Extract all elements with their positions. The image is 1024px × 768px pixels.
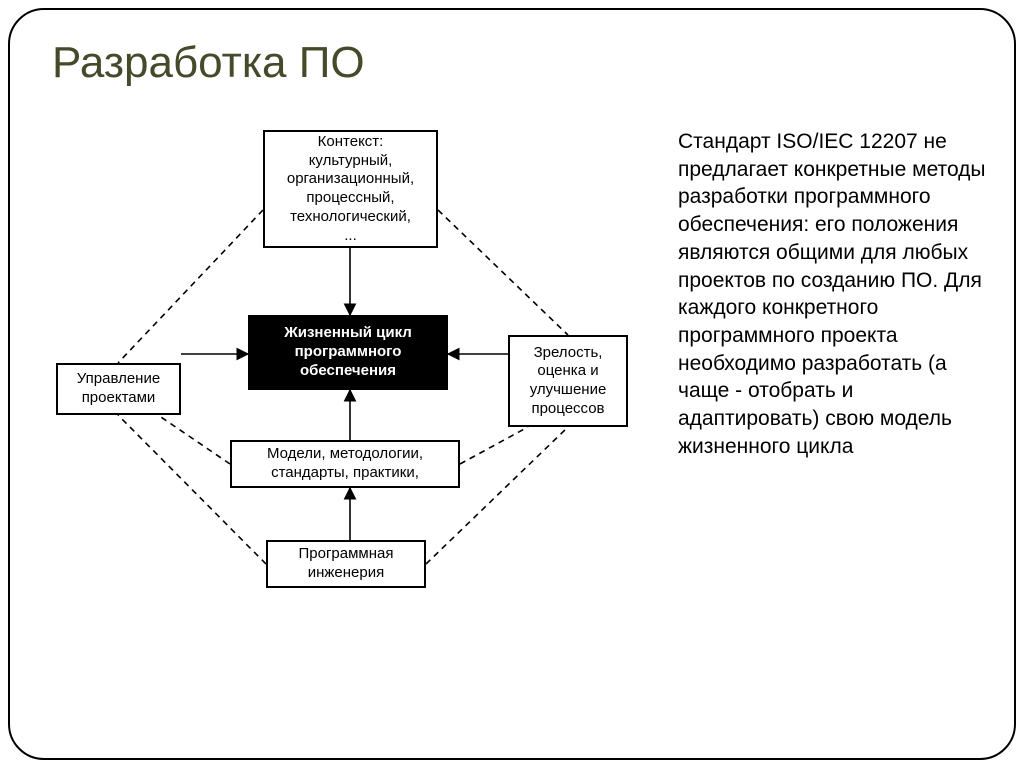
node-maturity: Зрелость,оценка иулучшениепроцессов (508, 335, 628, 427)
node-line: Контекст: (318, 133, 384, 152)
node-line: инженерия (308, 564, 385, 583)
node-line: стандарты, практики, (271, 464, 419, 483)
node-line: ... (344, 227, 357, 246)
node-line: организационный, (287, 170, 414, 189)
edge-se-pm (118, 415, 266, 564)
node-center: Жизненный циклпрограммногообеспечения (248, 315, 448, 390)
node-line: процессный, (306, 189, 394, 208)
node-line: Программная (299, 545, 394, 564)
node-context: Контекст:культурный,организационный,проц… (263, 130, 438, 248)
edge-models-maturity (460, 427, 528, 464)
node-line: программного (295, 343, 402, 362)
node-se: Программнаяинженерия (266, 540, 426, 588)
node-line: Модели, методологии, (267, 445, 423, 464)
node-line: процессов (531, 400, 604, 419)
edge-context-maturity (438, 210, 568, 335)
node-line: обеспечения (300, 362, 396, 381)
node-line: Жизненный цикл (284, 324, 412, 343)
node-line: оценка и (537, 362, 598, 381)
node-pm: Управлениепроектами (56, 363, 181, 415)
page-title: Разработка ПО (52, 38, 365, 88)
body-paragraph: Стандарт ISO/IEC 12207 не предлагает кон… (678, 128, 988, 461)
node-line: улучшение (530, 381, 607, 400)
node-line: проектами (82, 389, 156, 408)
node-line: Управление (77, 370, 160, 389)
edge-models-pm (158, 415, 230, 464)
node-models: Модели, методологии,стандарты, практики, (230, 440, 460, 488)
edge-context-pm (118, 210, 263, 363)
diagram-container: Контекст:культурный,организационный,проц… (38, 110, 658, 670)
node-line: Зрелость, (534, 344, 603, 363)
node-line: культурный, (309, 152, 393, 171)
node-line: технологический, (290, 208, 411, 227)
